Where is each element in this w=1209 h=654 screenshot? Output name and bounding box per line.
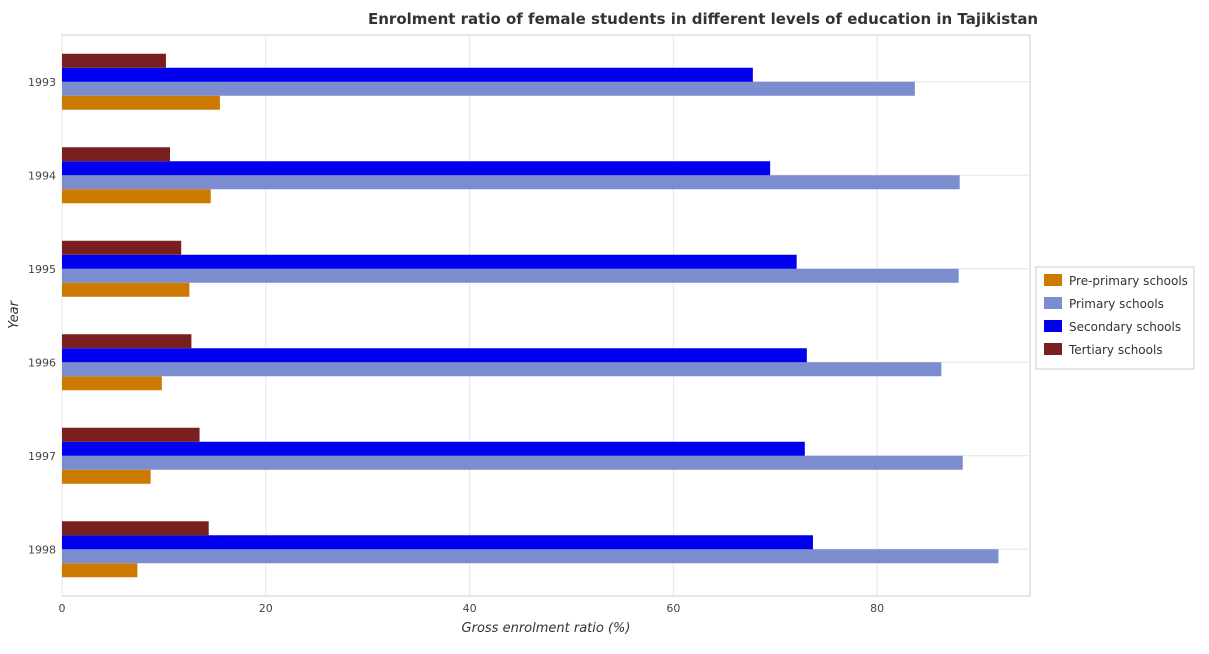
bar-primary-schools-1998 (62, 549, 999, 564)
bar-secondary-schools-1996 (62, 348, 807, 363)
bar-pre-primary-schools-1993 (62, 95, 220, 110)
bar-pre-primary-schools-1995 (62, 282, 190, 297)
bar-primary-schools-1997 (62, 455, 963, 470)
y-tick-label: 1998 (28, 543, 56, 556)
x-tick-label: 80 (870, 602, 884, 615)
bar-pre-primary-schools-1994 (62, 189, 211, 204)
bar-secondary-schools-1997 (62, 441, 805, 456)
bar-primary-schools-1993 (62, 81, 915, 96)
y-tick-label: 1997 (28, 450, 56, 463)
x-tick-label: 40 (463, 602, 477, 615)
bar-pre-primary-schools-1996 (62, 376, 162, 391)
bar-tertiary-schools-1995 (62, 240, 182, 255)
bars (62, 53, 999, 578)
y-tick-label: 1993 (28, 76, 56, 89)
legend-label: Primary schools (1069, 297, 1164, 311)
bar-secondary-schools-1998 (62, 535, 813, 550)
legend-label: Pre-primary schools (1069, 274, 1188, 288)
bar-secondary-schools-1995 (62, 254, 797, 269)
legend-swatch (1044, 274, 1062, 286)
x-tick-label: 0 (59, 602, 66, 615)
legend-box (1035, 266, 1195, 370)
y-tick-label: 1995 (28, 263, 56, 276)
legend: Pre-primary schools Primary schools Second… (1035, 266, 1195, 370)
bar-secondary-schools-1993 (62, 67, 753, 82)
legend-swatch (1044, 320, 1062, 332)
y-tick-label: 1996 (28, 356, 56, 369)
bar-primary-schools-1995 (62, 268, 959, 283)
bar-tertiary-schools-1998 (62, 521, 209, 536)
bar-pre-primary-schools-1998 (62, 563, 138, 578)
bar-primary-schools-1996 (62, 362, 942, 377)
chart-title: Enrolment ratio of female students in di… (368, 10, 1038, 28)
legend-label: Secondary schools (1069, 320, 1181, 334)
x-axis-ticks: 0 20 40 60 80 (59, 602, 885, 615)
bar-secondary-schools-1994 (62, 161, 771, 176)
bar-tertiary-schools-1993 (62, 53, 166, 68)
bar-pre-primary-schools-1997 (62, 469, 151, 484)
bar-tertiary-schools-1997 (62, 427, 200, 442)
legend-label: Tertiary schools (1068, 343, 1163, 357)
y-axis-title: Year (7, 299, 22, 328)
legend-swatch (1044, 343, 1062, 355)
y-axis-ticks: 1993 1994 1995 1996 1997 1998 (28, 76, 56, 557)
bar-tertiary-schools-1994 (62, 147, 171, 162)
bar-tertiary-schools-1996 (62, 334, 192, 349)
bar-primary-schools-1994 (62, 175, 960, 190)
x-tick-label: 60 (666, 602, 680, 615)
x-axis-title: Gross enrolment ratio (%) (462, 621, 631, 636)
x-tick-label: 20 (259, 602, 273, 615)
legend-swatch (1044, 297, 1062, 309)
y-tick-label: 1994 (28, 169, 56, 182)
plot-area (61, 34, 1031, 597)
